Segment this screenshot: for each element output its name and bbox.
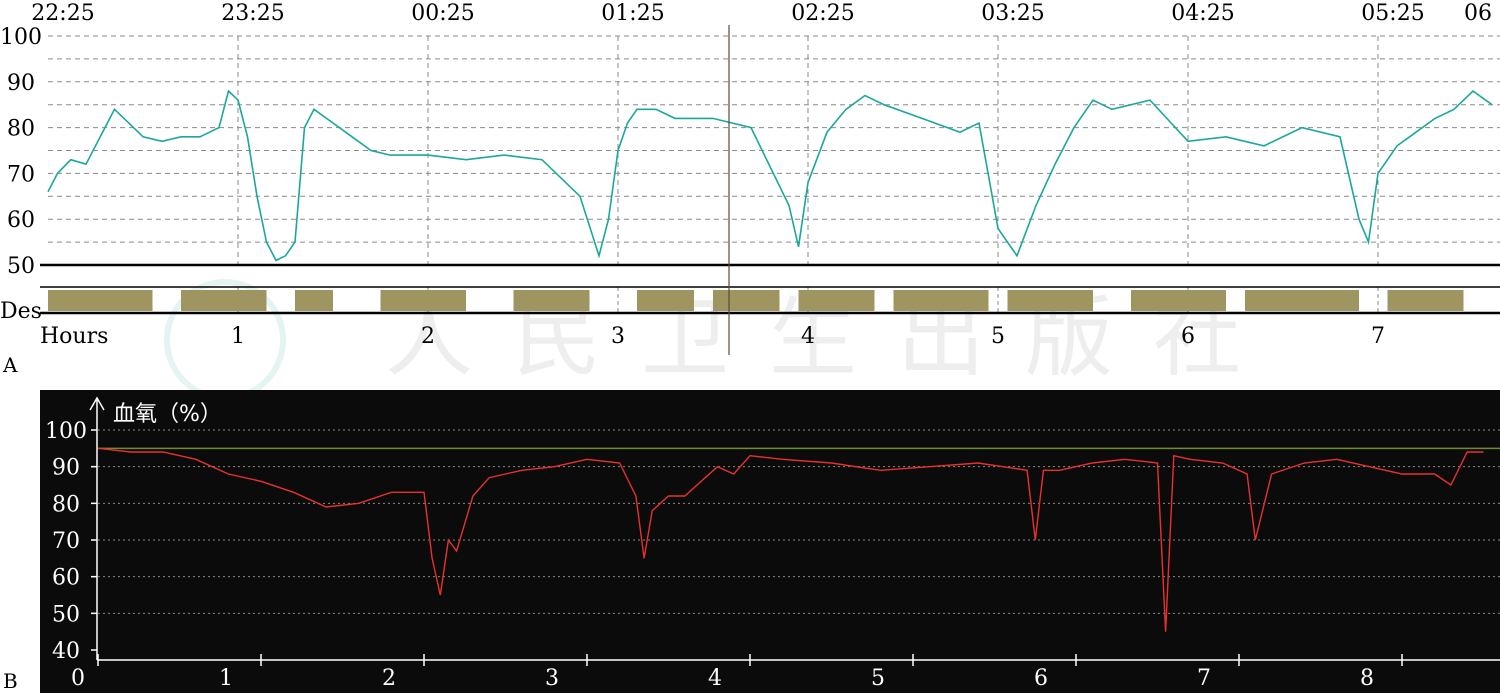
panel-a-hour-ticks: 1 2 3 4 5 6 7 xyxy=(231,324,1385,349)
desaturation-event xyxy=(48,290,153,311)
desaturation-event xyxy=(295,290,333,311)
y-tick-label: 90 xyxy=(52,456,80,481)
y-tick-label: 80 xyxy=(7,117,35,142)
time-label: 23:25 xyxy=(221,1,284,26)
panel-b-spo2-series xyxy=(97,447,1484,632)
y-tick-label: 60 xyxy=(7,208,35,233)
desaturation-event xyxy=(1007,290,1093,311)
y-tick-label: 50 xyxy=(52,602,80,627)
panel-a: 22:25 23:25 00:25 01:25 02:25 03:25 04:25 05:25… xyxy=(0,1,1500,377)
x-tick-label: 1 xyxy=(219,666,233,691)
y-tick-label: 100 xyxy=(0,25,42,50)
x-tick-label: 0 xyxy=(71,666,85,691)
desaturation-event xyxy=(181,290,267,311)
panel-a-spo2-series xyxy=(47,89,1493,262)
time-label: 05:25 xyxy=(1361,1,1424,26)
x-tick-label: 4 xyxy=(708,666,722,691)
x-tick-label: 7 xyxy=(1197,666,1211,691)
desaturation-event xyxy=(513,290,590,311)
time-label: 01:25 xyxy=(601,1,664,26)
x-tick-label: 3 xyxy=(545,666,559,691)
desaturation-event xyxy=(637,290,694,311)
panel-b-x-ticks: 0 1 2 3 4 5 6 7 8 xyxy=(71,654,1403,691)
y-tick-label: 90 xyxy=(7,71,35,96)
x-tick-label: 6 xyxy=(1034,666,1048,691)
desaturation-event xyxy=(1387,290,1464,311)
hour-tick-label: 7 xyxy=(1371,324,1385,349)
panel-b-y-axis-arrow-icon xyxy=(89,396,105,411)
desaturation-event xyxy=(1245,290,1359,311)
time-label: 22:25 xyxy=(31,1,94,26)
x-tick-label: 5 xyxy=(871,666,885,691)
x-tick-label: 2 xyxy=(382,666,396,691)
y-tick-label: 80 xyxy=(52,492,80,517)
desaturation-event xyxy=(1131,290,1226,311)
hour-tick-label: 3 xyxy=(611,324,625,349)
panel-b-y-label: 血氧（%） xyxy=(113,402,222,427)
hour-tick-label: 4 xyxy=(801,324,815,349)
panel-b: 血氧（%） 100 90 80 70 60 50 40 0 1 2 3 4 5 6 7 8 B xyxy=(3,390,1500,693)
panel-label-a: A xyxy=(2,353,18,377)
hour-tick-label: 2 xyxy=(421,324,435,349)
panel-b-y-ticks: 100 90 80 70 60 50 40 xyxy=(45,419,97,664)
hour-tick-label: 5 xyxy=(991,324,1005,349)
panel-b-background xyxy=(40,390,1500,693)
x-tick-label: 8 xyxy=(1360,666,1374,691)
time-label: 00:25 xyxy=(411,1,474,26)
desaturation-event xyxy=(713,290,780,311)
panel-a-desaturation-track xyxy=(48,290,1464,311)
y-tick-label: 50 xyxy=(7,254,35,279)
panel-a-y-ticks: 100 90 80 70 60 50 xyxy=(0,25,42,279)
panel-b-grid xyxy=(98,429,1500,614)
panel-a-hours-label: Hours xyxy=(40,324,108,349)
panel-a-des-label: Des xyxy=(0,299,42,324)
y-tick-label: 70 xyxy=(52,529,80,554)
y-tick-label: 70 xyxy=(7,162,35,187)
panel-a-time-labels: 22:25 23:25 00:25 01:25 02:25 03:25 04:25 05:25… xyxy=(31,1,1492,26)
desaturation-event xyxy=(798,290,875,311)
y-tick-label: 40 xyxy=(52,639,80,664)
time-label: 03:25 xyxy=(981,1,1044,26)
hour-tick-label: 1 xyxy=(231,324,245,349)
panel-label-b: B xyxy=(3,669,18,693)
time-label: 02:25 xyxy=(791,1,854,26)
desaturation-event xyxy=(893,290,989,311)
hour-tick-label: 6 xyxy=(1181,324,1195,349)
time-label: 06 xyxy=(1464,1,1492,26)
desaturation-event xyxy=(380,290,466,311)
time-label: 04:25 xyxy=(1171,1,1234,26)
y-tick-label: 100 xyxy=(45,419,87,444)
y-tick-label: 60 xyxy=(52,566,80,591)
panel-a-grid xyxy=(48,35,1500,313)
